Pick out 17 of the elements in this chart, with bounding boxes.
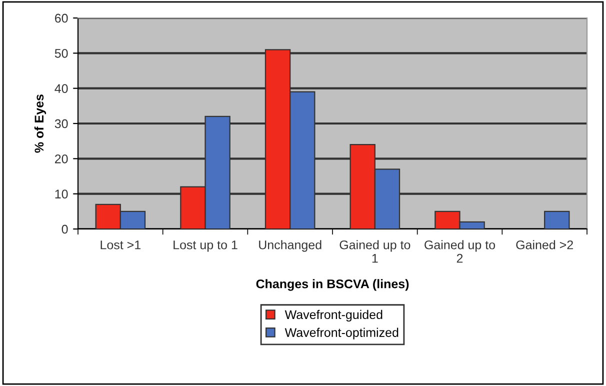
x-tick-label: Unchanged: [259, 240, 322, 252]
x-tick-label: Gained up to 2: [424, 240, 496, 263]
x-tick-label: Lost >1: [100, 240, 140, 250]
y-tick-label: 20: [55, 154, 68, 164]
y-tick-label: 10: [55, 190, 68, 198]
x-tick-label: Lost up to 1: [174, 240, 238, 252]
y-tick-label: 60: [55, 14, 68, 23]
legend-label: Wavefront-guided: [284, 310, 382, 322]
x-tick-label: Gained up to 1: [340, 240, 410, 263]
x-tick-label: Gained >2: [516, 240, 573, 250]
legend-label: Wavefront-optimized: [284, 328, 398, 340]
y-axis-title: % of Eyes: [34, 94, 46, 153]
y-tick-label: 30: [54, 119, 68, 128]
y-tick-label: 0: [62, 224, 68, 234]
y-tick-label: 50: [54, 48, 68, 58]
y-tick-label: 40: [54, 84, 68, 93]
x-axis-title: Changes in BSCVA (lines): [256, 279, 409, 291]
